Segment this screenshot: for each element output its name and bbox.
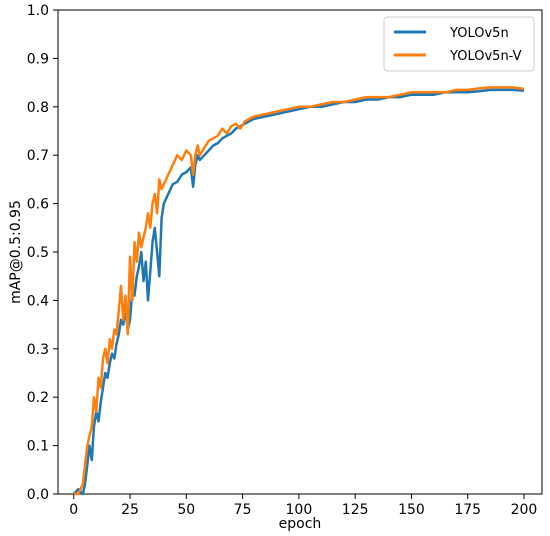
x-tick-label: 150 (398, 502, 425, 518)
x-tick-label: 200 (511, 502, 538, 518)
series-line-yolov5n (72, 88, 525, 496)
y-axis-label: mAP@0.5:0.95 (8, 200, 24, 304)
y-tick-label: 0.3 (27, 342, 49, 358)
y-tick-label: 0.0 (27, 487, 49, 503)
x-tick-label: 0 (69, 502, 78, 518)
series-lines (72, 86, 525, 496)
plot-area (57, 9, 543, 495)
x-tick-label: 175 (454, 502, 481, 518)
x-axis-label: epoch (279, 516, 322, 532)
y-tick-label: 1.0 (27, 3, 49, 19)
x-tick-label: 25 (121, 502, 139, 518)
y-tick-label: 0.9 (27, 51, 49, 67)
legend: YOLOv5n YOLOv5n-V (383, 16, 535, 72)
x-tick-label: 125 (342, 502, 369, 518)
x-tick-label: 50 (177, 502, 195, 518)
y-axis-ticks: 0.0 0.1 0.2 0.3 0.4 0.5 0.6 0.7 0.8 0.9 1.0 (27, 3, 58, 503)
y-tick-label: 0.1 (27, 439, 49, 455)
y-tick-label: 0.8 (27, 100, 49, 116)
x-tick-label: 75 (234, 502, 252, 518)
x-axis-ticks: 0 25 50 75 100 125 150 175 200 (69, 494, 537, 518)
series-line-yolov5n-v (73, 86, 525, 496)
y-tick-label: 0.5 (27, 245, 49, 261)
y-tick-label: 0.4 (27, 293, 49, 309)
legend-label-yolov5n: YOLOv5n (449, 26, 509, 41)
y-tick-label: 0.2 (27, 390, 49, 406)
y-tick-label: 0.7 (27, 148, 49, 164)
y-tick-label: 0.6 (27, 197, 49, 213)
legend-label-yolov5n-v: YOLOv5n-V (449, 49, 522, 64)
x-tick-label: 100 (286, 502, 313, 518)
